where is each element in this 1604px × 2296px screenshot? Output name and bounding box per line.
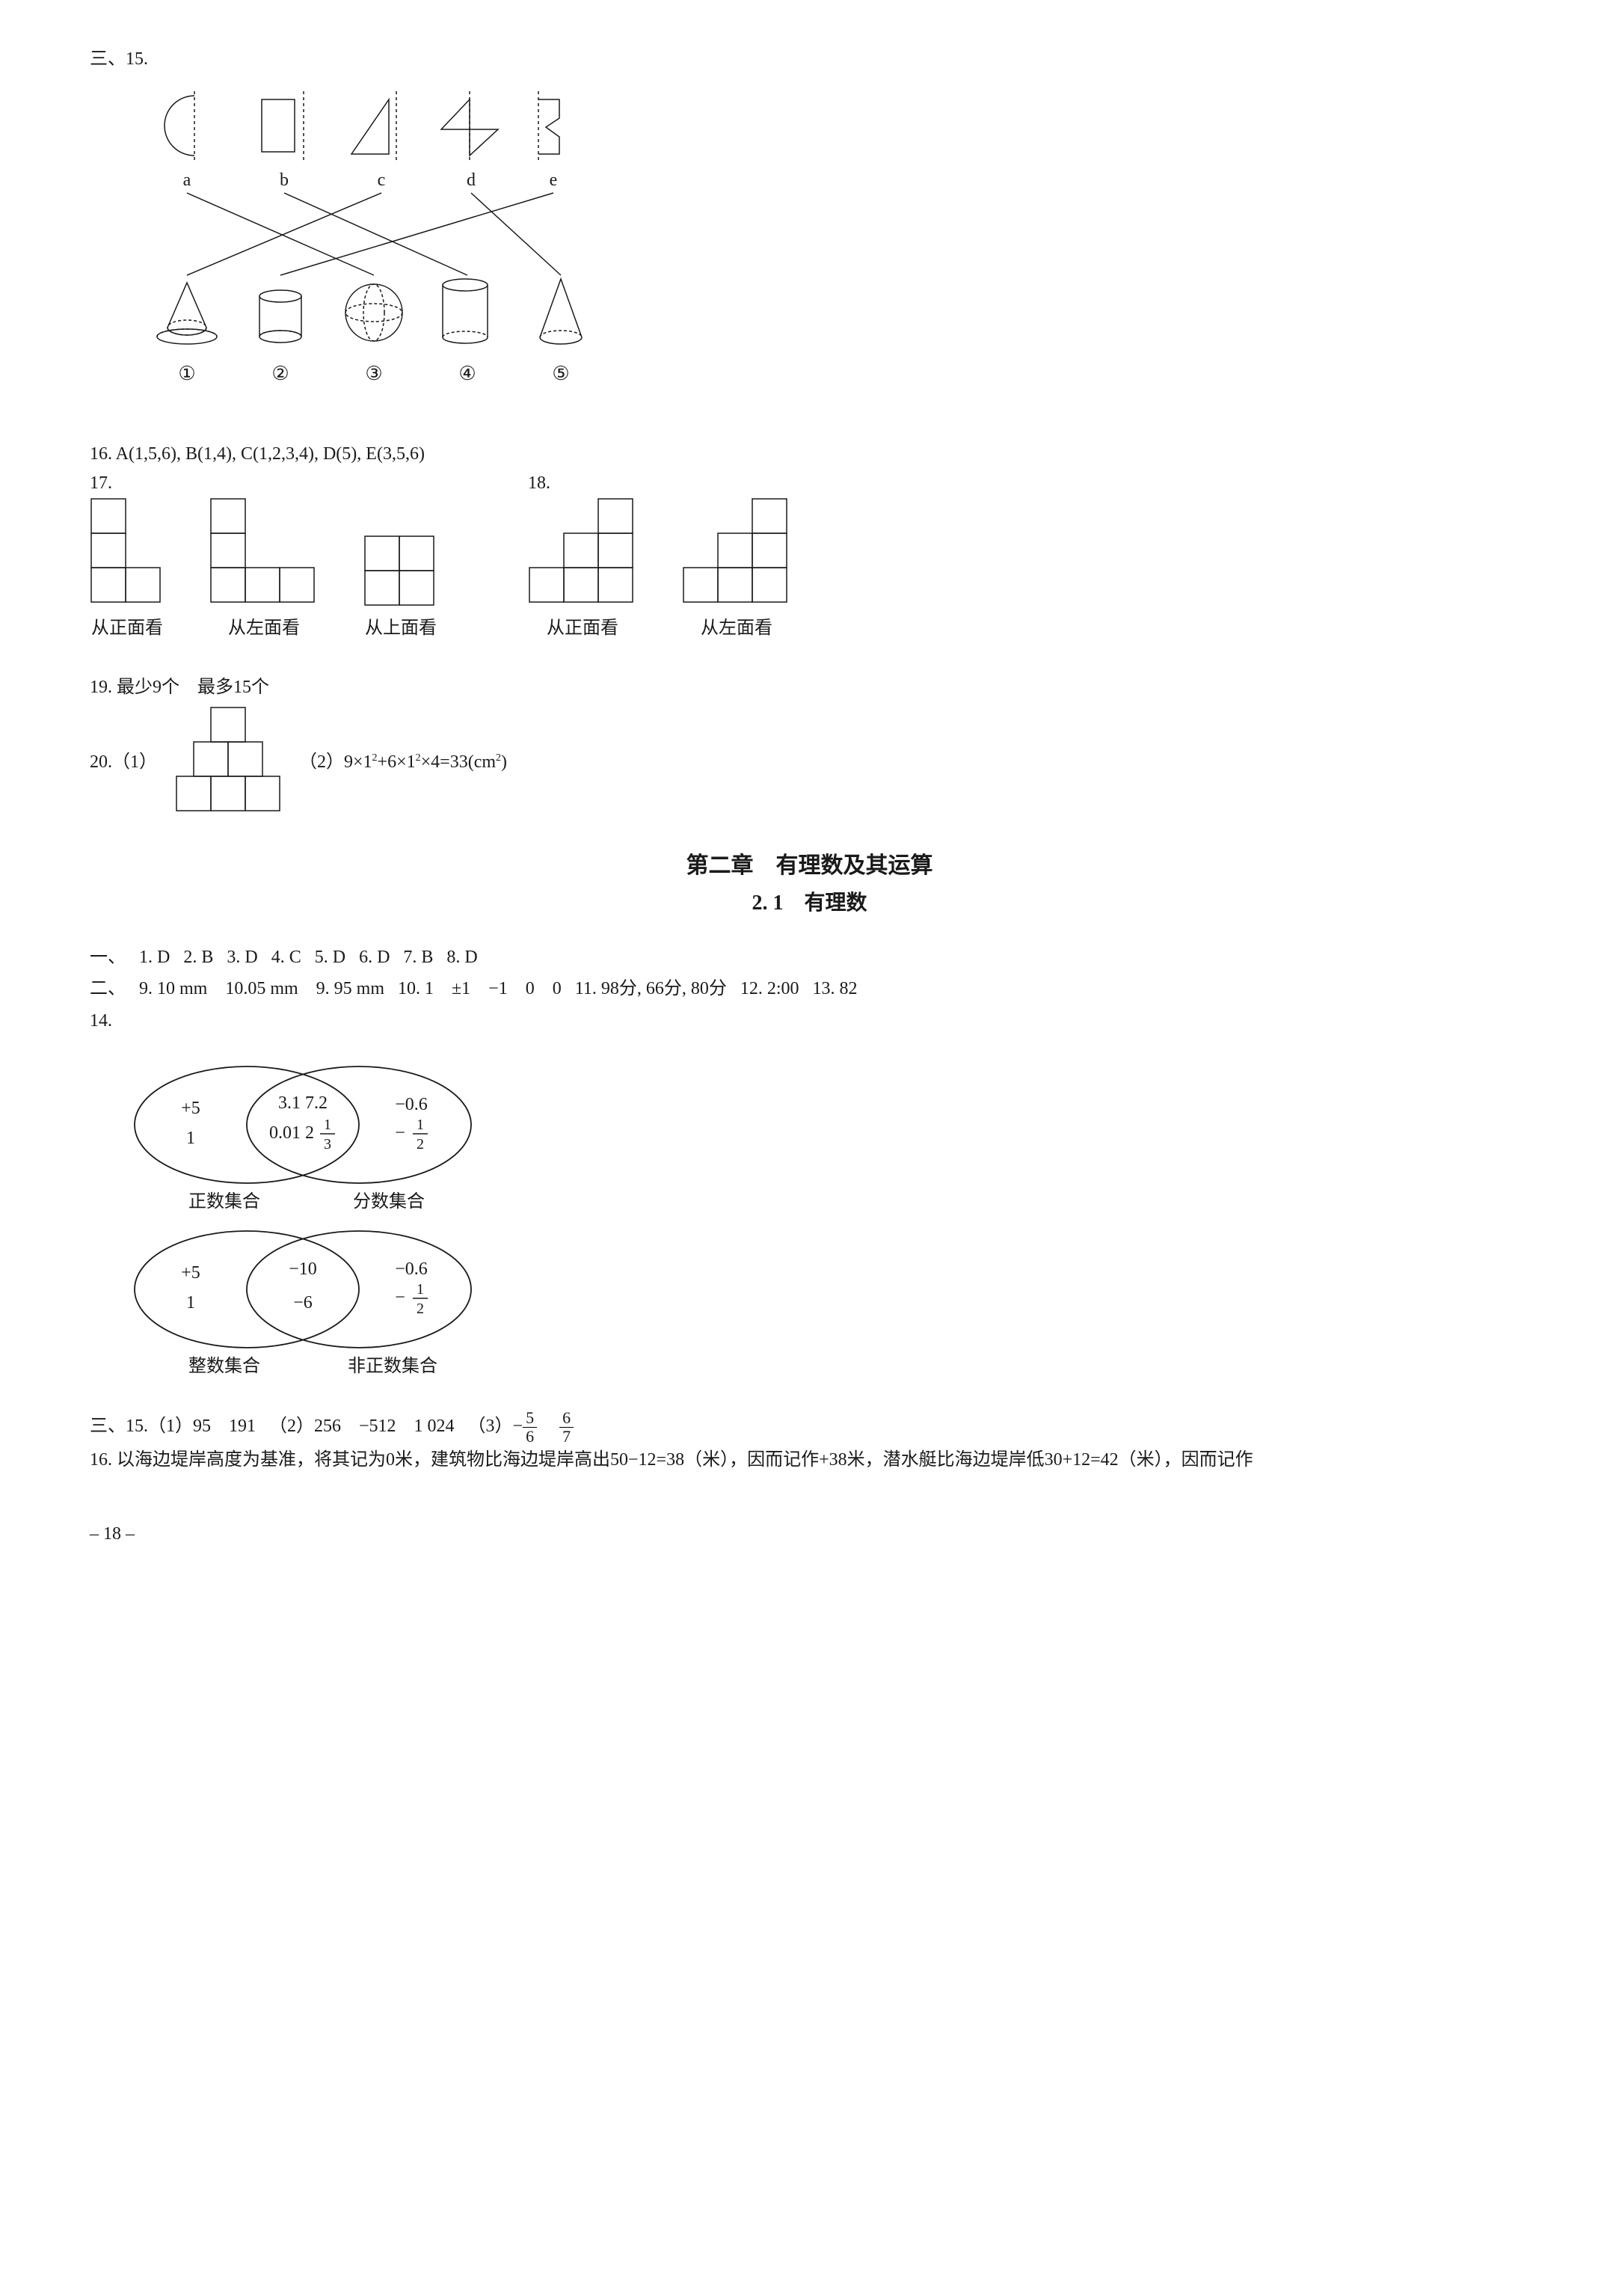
q17-left-svg <box>209 497 319 610</box>
svg-text:−0.6: −0.6 <box>395 1095 428 1114</box>
q14-label: 14. <box>90 1007 1529 1035</box>
svg-text:−: − <box>395 1123 405 1143</box>
svg-text:②: ② <box>271 363 289 384</box>
q17-view-front: 从正面看 <box>90 497 165 642</box>
svg-text:1: 1 <box>417 1281 424 1298</box>
svg-text:2: 2 <box>417 1136 424 1152</box>
q17-front-svg <box>90 497 165 610</box>
q16-text: 16. A(1,5,6), B(1,4), C(1,2,3,4), D(5), … <box>90 440 1529 468</box>
svg-text:0.01 2: 0.01 2 <box>269 1123 314 1143</box>
svg-text:③: ③ <box>365 363 382 384</box>
svg-text:−: − <box>395 1288 405 1307</box>
letter-e: e <box>550 171 558 190</box>
svg-text:④: ④ <box>458 363 476 384</box>
sec1-q16: 16. 以海边堤岸高度为基准，将其记为0米，建筑物比海边堤岸高出50−12=38… <box>90 1450 1253 1470</box>
svg-text:分数集合: 分数集合 <box>353 1191 425 1212</box>
q17-view-top: 从上面看 <box>363 535 438 642</box>
svg-text:1: 1 <box>324 1117 331 1133</box>
q17-label: 17. <box>90 469 438 497</box>
svg-text:3.1 7.2: 3.1 7.2 <box>278 1093 328 1113</box>
sec1-line2: 二、 9. 10 mm 10.05 mm 9. 95 mm 10. 1 ±1 −… <box>90 974 1529 1003</box>
section-title: 2. 1 有理数 <box>90 887 1529 921</box>
q19-text: 19. 最少9个 最多15个 <box>90 673 1529 702</box>
sec1-line1: 一、 1. D 2. B 3. D 4. C 5. D 6. D 7. B 8.… <box>90 943 1529 971</box>
svg-text:1: 1 <box>186 1129 195 1148</box>
svg-text:①: ① <box>178 363 195 384</box>
svg-text:1: 1 <box>417 1117 424 1133</box>
frac-5-6: 56 <box>523 1409 537 1446</box>
svg-text:+5: +5 <box>181 1263 200 1283</box>
svg-text:3: 3 <box>324 1136 331 1152</box>
svg-text:+5: +5 <box>181 1099 200 1118</box>
venn-diagrams: +5 1 3.1 7.2 0.01 2 1 3 −0.6 − 1 2 正数集合 分… <box>90 1050 1529 1394</box>
q17-top-svg <box>363 535 438 610</box>
q18-view-left: 从左面看 <box>682 497 791 642</box>
q18-front-svg <box>528 497 637 610</box>
q17-q18-row: 17. 从正面看 从左面看 从上面看 18. <box>90 469 1529 651</box>
q20-label: 20.（1） <box>90 748 157 776</box>
letter-c: c <box>378 171 386 190</box>
svg-text:⑤: ⑤ <box>552 363 569 384</box>
svg-text:非正数集合: 非正数集合 <box>348 1356 437 1376</box>
q18-view-front: 从正面看 <box>528 497 637 642</box>
frac-6-7: 67 <box>559 1409 574 1446</box>
q18-views: 从正面看 从左面看 <box>528 497 791 642</box>
sec1-line3: 三、15.（1）95 191 （2）256 −512 1 024 （3）−56 … <box>90 1409 1529 1475</box>
q20-figure <box>172 706 284 818</box>
q20-row: 20.（1） （2）9×12+6×12×4=33(cm2) <box>90 706 1529 818</box>
page-number: – 18 – <box>90 1520 1529 1548</box>
letter-a: a <box>183 171 191 190</box>
svg-text:1: 1 <box>186 1293 195 1313</box>
q15-label: 三、15. <box>90 45 1529 73</box>
chapter-title: 第二章 有理数及其运算 <box>90 848 1529 884</box>
svg-text:−10: −10 <box>289 1259 317 1279</box>
q15-diagram: a b c d e <box>90 81 1529 425</box>
svg-text:−0.6: −0.6 <box>395 1259 428 1279</box>
letter-d: d <box>467 171 476 190</box>
q17-view-left: 从左面看 <box>209 497 319 642</box>
letter-b: b <box>280 171 289 190</box>
q18-label: 18. <box>528 469 791 497</box>
q20-formula: （2）9×12+6×12×4=33(cm2) <box>299 748 507 776</box>
svg-text:2: 2 <box>417 1301 424 1317</box>
svg-text:整数集合: 整数集合 <box>188 1356 260 1376</box>
q17-views: 从正面看 从左面看 从上面看 <box>90 497 438 642</box>
svg-text:−6: −6 <box>293 1293 313 1313</box>
svg-text:正数集合: 正数集合 <box>188 1191 260 1212</box>
q18-left-svg <box>682 497 791 610</box>
q15-svg: a b c d e <box>90 81 658 425</box>
